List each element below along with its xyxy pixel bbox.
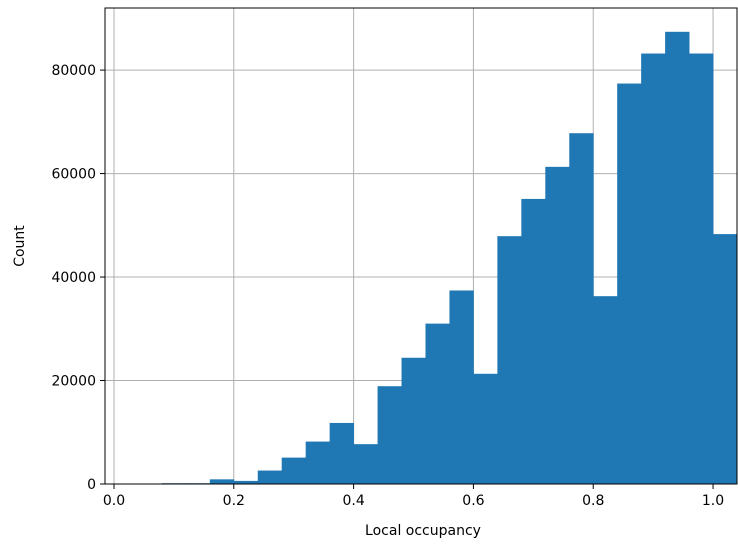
y-tick-label: 40000 <box>51 270 96 286</box>
histogram-bar <box>281 457 307 484</box>
x-tick-label: 0.4 <box>342 493 364 509</box>
axes: 0.0 0.2 0.4 0.6 0.8 1.0 0 20000 40000 60000 80000 <box>51 7 738 509</box>
histogram-bar <box>497 236 522 484</box>
histogram-bar <box>617 83 642 485</box>
histogram-bar <box>305 441 331 484</box>
histogram-bar <box>593 296 618 484</box>
x-axis-label: Local occupancy <box>365 523 481 539</box>
histogram-bar <box>449 290 474 484</box>
x-tick-label: 0.2 <box>223 493 245 509</box>
axes-frame <box>104 7 738 485</box>
histogram-bar <box>353 444 378 484</box>
histogram-bar <box>521 198 546 484</box>
histogram-bars <box>161 31 738 485</box>
x-tick-label: 0.8 <box>582 493 604 509</box>
histogram-bar <box>689 53 714 485</box>
histogram-bar <box>545 166 570 485</box>
y-tick-label: 60000 <box>51 167 96 183</box>
histogram-bar <box>425 323 450 484</box>
y-tick-label: 20000 <box>51 374 96 390</box>
histogram-bar <box>401 357 426 484</box>
y-tick-label: 80000 <box>51 63 96 79</box>
histogram-bar <box>641 53 666 485</box>
histogram-bar <box>569 133 594 485</box>
x-tick-label: 0.0 <box>103 493 125 509</box>
histogram-bar <box>473 373 498 484</box>
x-tick-label: 1.0 <box>702 493 724 509</box>
x-tick-label: 0.6 <box>462 493 484 509</box>
histogram-bar <box>209 479 235 484</box>
histogram-bar <box>233 480 259 484</box>
histogram-bar <box>329 422 355 484</box>
y-axis-label: Count <box>12 225 28 267</box>
histogram-bar <box>377 386 402 484</box>
y-tick-label: 0 <box>87 477 96 493</box>
histogram-bar <box>713 234 738 484</box>
histogram-bar <box>257 470 283 484</box>
histogram-bar <box>665 31 690 485</box>
